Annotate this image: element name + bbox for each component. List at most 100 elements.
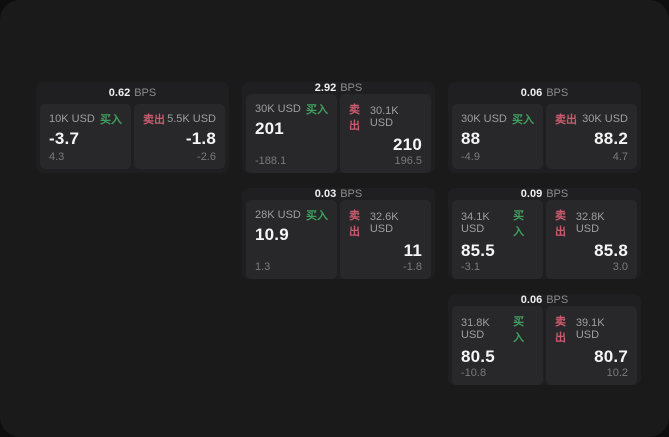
buy-side-label: 买入 <box>513 210 525 238</box>
buy-amount: 34.1K USD <box>461 211 490 235</box>
sell-panel-header: 卖出 30K USD <box>555 111 628 127</box>
buy-price: 88 <box>461 129 481 148</box>
buy-panel-header: 10K USD 买入 <box>49 111 122 127</box>
buy-panel[interactable]: 34.1K USD 买入 85.5 -3.1 <box>452 200 543 279</box>
sell-change: 10.2 <box>606 367 628 379</box>
quote-card: 0.06 BPS 30K USD 买入 88 -4.9 卖出 30K USD 8… <box>448 82 641 173</box>
sell-amount: 32.8K USD <box>575 211 605 235</box>
sell-side-label: 卖出 <box>555 114 577 126</box>
buy-price: 201 <box>255 119 284 138</box>
sell-price: 11 <box>403 241 422 260</box>
bps-value: 2.92 <box>314 82 337 94</box>
sell-change: 196.5 <box>394 155 422 167</box>
card-header: 2.92 BPS <box>246 82 431 94</box>
bps-value: 0.09 <box>520 188 543 200</box>
buy-panel[interactable]: 30K USD 买入 88 -4.9 <box>452 104 543 169</box>
card-body: 30K USD 买入 201 -188.1 卖出 30.1K USD 210 1… <box>246 94 431 173</box>
sell-price: 80.7 <box>594 347 628 366</box>
sell-amount: 39.1K USD <box>575 317 605 341</box>
bps-value: 0.03 <box>314 188 337 200</box>
sell-panel[interactable]: 卖出 5.5K USD -1.8 -2.6 <box>134 104 225 169</box>
card-body: 28K USD 买入 10.9 1.3 卖出 32.6K USD 11 -1.8 <box>246 200 431 279</box>
buy-panel[interactable]: 30K USD 买入 201 -188.1 <box>246 94 337 173</box>
buy-panel-header: 30K USD 买入 <box>255 101 328 117</box>
sell-amount: 30.1K USD <box>369 105 399 129</box>
sell-price: 210 <box>393 135 422 154</box>
buy-amount: 31.8K USD <box>461 317 490 341</box>
quote-card: 0.62 BPS 10K USD 买入 -3.7 4.3 卖出 5.5K USD… <box>36 82 229 173</box>
sell-side-label: 卖出 <box>349 210 360 238</box>
buy-change: 1.3 <box>255 261 271 273</box>
buy-amount: 30K USD <box>461 113 507 125</box>
buy-change: -4.9 <box>461 151 480 163</box>
sell-panel[interactable]: 卖出 30.1K USD 210 196.5 <box>340 94 431 173</box>
sell-panel[interactable]: 卖出 39.1K USD 80.7 10.2 <box>546 306 637 385</box>
sell-price: -1.8 <box>185 129 216 148</box>
sell-panel-header: 卖出 5.5K USD <box>143 111 216 127</box>
sell-panel[interactable]: 卖出 32.6K USD 11 -1.8 <box>340 200 431 279</box>
bps-value: 0.62 <box>108 87 131 99</box>
buy-panel-header: 30K USD 买入 <box>461 111 534 127</box>
sell-price: 88.2 <box>594 129 628 148</box>
card-body: 30K USD 买入 88 -4.9 卖出 30K USD 88.2 4.7 <box>452 104 637 169</box>
buy-change: -188.1 <box>255 155 287 167</box>
card-header: 0.62 BPS <box>40 82 225 104</box>
quote-card: 0.09 BPS 34.1K USD 买入 85.5 -3.1 卖出 32.8K… <box>448 188 641 279</box>
quote-card: 0.03 BPS 28K USD 买入 10.9 1.3 卖出 32.6K US… <box>242 188 435 279</box>
card-header: 0.03 BPS <box>246 188 431 200</box>
buy-side-label: 买入 <box>513 316 525 344</box>
sell-panel-header: 卖出 30.1K USD <box>349 101 422 133</box>
sell-change: 3.0 <box>612 261 628 273</box>
bps-suffix-label: BPS <box>546 294 569 306</box>
buy-change: 4.3 <box>49 151 65 163</box>
buy-panel-header: 31.8K USD 买入 <box>461 313 534 345</box>
sell-change: -1.8 <box>403 261 422 273</box>
buy-panel-header: 28K USD 买入 <box>255 207 328 223</box>
sell-panel-header: 卖出 39.1K USD <box>555 313 628 345</box>
sell-change: 4.7 <box>612 151 628 163</box>
buy-amount: 30K USD <box>255 103 301 115</box>
sell-panel[interactable]: 卖出 32.8K USD 85.8 3.0 <box>546 200 637 279</box>
buy-side-label: 买入 <box>100 114 122 126</box>
bps-suffix-label: BPS <box>134 87 157 99</box>
sell-amount: 32.6K USD <box>369 211 399 235</box>
sell-amount: 5.5K USD <box>167 113 216 125</box>
card-header: 0.09 BPS <box>452 188 637 200</box>
sell-price: 85.8 <box>594 241 628 260</box>
buy-panel[interactable]: 31.8K USD 买入 80.5 -10.8 <box>452 306 543 385</box>
sell-side-label: 卖出 <box>555 316 566 344</box>
sell-side-label: 卖出 <box>349 104 360 132</box>
buy-side-label: 买入 <box>512 114 534 126</box>
buy-price: 85.5 <box>461 241 495 260</box>
sell-change: -2.6 <box>197 151 216 163</box>
sell-panel[interactable]: 卖出 30K USD 88.2 4.7 <box>546 104 637 169</box>
bps-value: 0.06 <box>520 294 543 306</box>
bps-suffix-label: BPS <box>546 87 569 99</box>
bps-value: 0.06 <box>520 87 543 99</box>
buy-panel[interactable]: 28K USD 买入 10.9 1.3 <box>246 200 337 279</box>
buy-panel[interactable]: 10K USD 买入 -3.7 4.3 <box>40 104 131 169</box>
sell-panel-header: 卖出 32.8K USD <box>555 207 628 239</box>
card-body: 31.8K USD 买入 80.5 -10.8 卖出 39.1K USD 80.… <box>452 306 637 385</box>
quotes-grid: 0.62 BPS 10K USD 买入 -3.7 4.3 卖出 5.5K USD… <box>36 82 641 385</box>
sell-side-label: 卖出 <box>143 114 165 126</box>
buy-price: -3.7 <box>49 129 80 148</box>
buy-change: -10.8 <box>461 367 487 379</box>
buy-side-label: 买入 <box>306 210 328 222</box>
buy-price: 10.9 <box>255 225 289 244</box>
bps-suffix-label: BPS <box>340 82 363 94</box>
card-header: 0.06 BPS <box>452 294 637 306</box>
buy-change: -3.1 <box>461 261 480 273</box>
bps-suffix-label: BPS <box>546 188 569 200</box>
sell-side-label: 卖出 <box>555 210 566 238</box>
card-body: 34.1K USD 买入 85.5 -3.1 卖出 32.8K USD 85.8… <box>452 200 637 279</box>
buy-side-label: 买入 <box>306 104 328 116</box>
buy-amount: 10K USD <box>49 113 95 125</box>
sell-panel-header: 卖出 32.6K USD <box>349 207 422 239</box>
buy-price: 80.5 <box>461 347 495 366</box>
card-body: 10K USD 买入 -3.7 4.3 卖出 5.5K USD -1.8 -2.… <box>40 104 225 169</box>
quote-card: 0.06 BPS 31.8K USD 买入 80.5 -10.8 卖出 39.1… <box>448 294 641 385</box>
quote-card: 2.92 BPS 30K USD 买入 201 -188.1 卖出 30.1K … <box>242 82 435 173</box>
buy-panel-header: 34.1K USD 买入 <box>461 207 534 239</box>
card-header: 0.06 BPS <box>452 82 637 104</box>
